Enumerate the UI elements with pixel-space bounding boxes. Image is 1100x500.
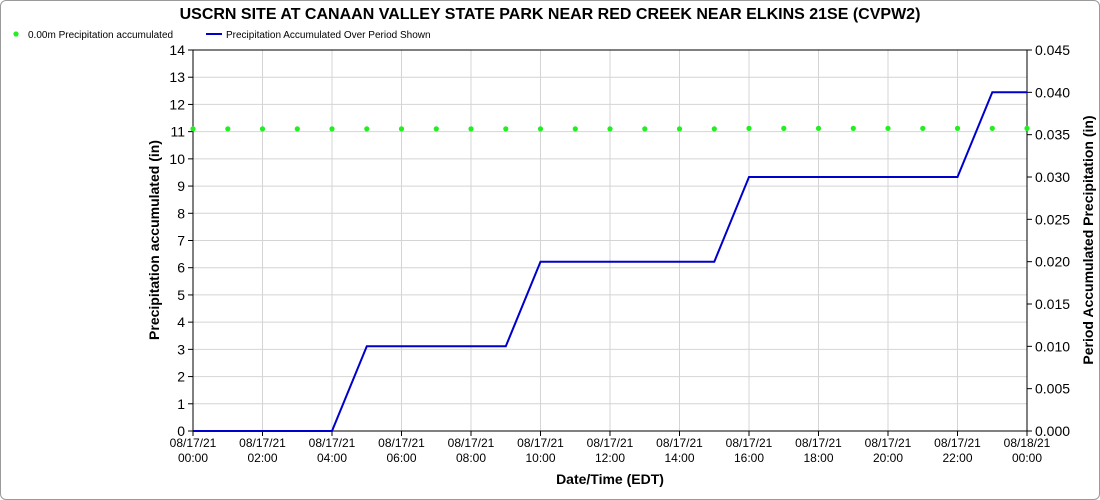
x-tick-date: 08/17/21 bbox=[517, 436, 564, 450]
x-tick-date: 08/17/21 bbox=[934, 436, 981, 450]
x-tick-date: 08/17/21 bbox=[726, 436, 773, 450]
x-axis: 08/17/2100:0008/17/2102:0008/17/2104:000… bbox=[170, 431, 1051, 465]
scatter-point bbox=[329, 126, 335, 132]
y-right-tick-label: 0.020 bbox=[1035, 254, 1070, 270]
x-tick-time: 04:00 bbox=[317, 451, 347, 465]
x-tick-time: 16:00 bbox=[734, 451, 764, 465]
scatter-point bbox=[364, 126, 370, 132]
y-right-tick-label: 0.040 bbox=[1035, 84, 1070, 100]
y-right-tick-label: 0.010 bbox=[1035, 338, 1070, 354]
scatter-point bbox=[225, 126, 231, 132]
scatter-point bbox=[433, 126, 439, 132]
scatter-point bbox=[259, 126, 266, 132]
x-tick-time: 00:00 bbox=[1012, 451, 1042, 465]
x-tick-time: 00:00 bbox=[178, 451, 208, 465]
y-right-tick-label: 0.005 bbox=[1035, 381, 1070, 397]
scatter-point bbox=[989, 125, 995, 131]
scatter-point bbox=[815, 125, 822, 131]
y-left-tick-label: 12 bbox=[169, 96, 185, 112]
series-precipitation-accumulated bbox=[190, 125, 1030, 132]
legend: 0.00m Precipitation accumulated Precipit… bbox=[13, 30, 431, 41]
scatter-point bbox=[920, 125, 926, 131]
y-left-tick-label: 4 bbox=[177, 314, 185, 330]
y-right-tick-label: 0.000 bbox=[1035, 423, 1070, 439]
y-left-tick-label: 9 bbox=[177, 178, 185, 194]
scatter-point bbox=[746, 125, 752, 131]
y-left-tick-label: 2 bbox=[177, 369, 185, 385]
x-tick-date: 08/17/21 bbox=[865, 436, 912, 450]
scatter-point bbox=[850, 125, 856, 131]
y-left-tick-label: 5 bbox=[177, 287, 185, 303]
y-left-tick-label: 1 bbox=[177, 396, 185, 412]
scatter-point bbox=[885, 125, 891, 131]
x-tick-time: 10:00 bbox=[525, 451, 555, 465]
y-left-tick-label: 13 bbox=[169, 69, 185, 85]
y-right-tick-label: 0.035 bbox=[1035, 127, 1070, 143]
x-tick-date: 08/17/21 bbox=[378, 436, 425, 450]
grid bbox=[192, 49, 1028, 432]
x-tick-time: 12:00 bbox=[595, 451, 625, 465]
legend-scatter-label: 0.00m Precipitation accumulated bbox=[28, 30, 173, 41]
y-axis-right-label: Period Accumulated Precipitation (in) bbox=[1080, 115, 1096, 364]
scatter-point bbox=[607, 126, 613, 132]
y-left-tick-label: 0 bbox=[177, 423, 185, 439]
x-tick-time: 20:00 bbox=[873, 451, 903, 465]
y-right-tick-label: 0.030 bbox=[1035, 169, 1070, 185]
x-tick-time: 02:00 bbox=[247, 451, 277, 465]
scatter-point bbox=[1024, 125, 1030, 131]
x-tick-time: 14:00 bbox=[664, 451, 694, 465]
x-tick-time: 06:00 bbox=[386, 451, 416, 465]
series-line-path bbox=[193, 91, 1027, 432]
scatter-point bbox=[572, 126, 578, 132]
x-tick-date: 08/17/21 bbox=[448, 436, 495, 450]
y-right-tick-label: 0.045 bbox=[1035, 42, 1070, 58]
x-tick-date: 08/17/21 bbox=[170, 436, 217, 450]
legend-scatter-marker bbox=[13, 31, 19, 37]
scatter-point bbox=[190, 126, 196, 132]
scatter-point bbox=[468, 126, 474, 132]
y-axis-right: 0.000 0.005 0.010 0.015 0.020 0.025 0.030 0.035… bbox=[1027, 42, 1070, 439]
scatter-point bbox=[294, 126, 300, 132]
y-left-tick-label: 14 bbox=[169, 42, 185, 58]
scatter-point bbox=[398, 126, 405, 132]
series-period-accumulated bbox=[193, 91, 1027, 432]
x-tick-time: 22:00 bbox=[942, 451, 972, 465]
x-tick-date: 08/17/21 bbox=[587, 436, 634, 450]
x-tick-time: 18:00 bbox=[803, 451, 833, 465]
scatter-point bbox=[503, 126, 509, 132]
y-left-tick-label: 10 bbox=[169, 151, 185, 167]
y-left-tick-label: 8 bbox=[177, 205, 185, 221]
legend-line-label: Precipitation Accumulated Over Period Sh… bbox=[226, 30, 431, 41]
y-left-tick-label: 3 bbox=[177, 341, 185, 357]
y-right-tick-label: 0.025 bbox=[1035, 211, 1070, 227]
y-right-tick-label: 0.015 bbox=[1035, 296, 1070, 312]
y-left-tick-label: 11 bbox=[170, 124, 185, 140]
x-tick-date: 08/17/21 bbox=[656, 436, 703, 450]
y-left-tick-label: 6 bbox=[177, 260, 185, 276]
x-tick-time: 08:00 bbox=[456, 451, 486, 465]
scatter-point bbox=[954, 125, 961, 131]
scatter-point bbox=[711, 126, 717, 132]
scatter-point bbox=[537, 126, 544, 132]
x-tick-date: 08/17/21 bbox=[309, 436, 356, 450]
scatter-point bbox=[676, 126, 683, 132]
x-tick-date: 08/17/21 bbox=[795, 436, 842, 450]
x-tick-date: 08/18/21 bbox=[1004, 436, 1051, 450]
chart-title: USCRN SITE AT CANAAN VALLEY STATE PARK N… bbox=[180, 6, 921, 23]
x-axis-label: Date/Time (EDT) bbox=[556, 471, 664, 487]
y-axis-left-label: Precipitation accumulated (in) bbox=[146, 140, 162, 340]
scatter-point bbox=[781, 125, 787, 131]
scatter-point bbox=[642, 126, 648, 132]
y-left-tick-label: 7 bbox=[177, 233, 185, 249]
x-tick-date: 08/17/21 bbox=[239, 436, 286, 450]
